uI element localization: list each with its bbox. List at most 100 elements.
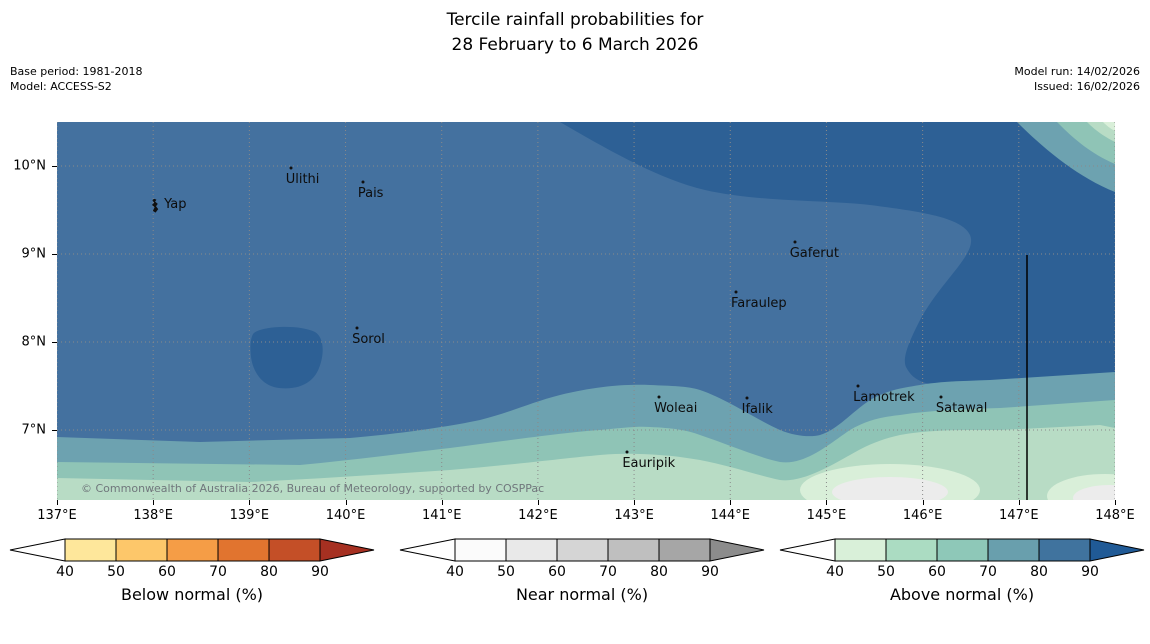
x-tick-label: 148°E [1095, 508, 1135, 523]
colorbar-cell [834, 538, 887, 562]
legend-near-normal-label: Near normal (%) [515, 585, 649, 604]
island-label: Woleai [654, 401, 698, 417]
title-line-1: Tercile rainfall probabilities for [446, 10, 704, 30]
y-tick-mark [52, 166, 57, 167]
y-tick-mark [52, 342, 57, 343]
x-tick-label: 141°E [421, 508, 462, 523]
colorbar-right-arrow [319, 538, 375, 562]
islands-layer: Yap Ulithi Pais Gaferut Faraulep Sorol Woleai I… [57, 122, 1115, 500]
contour-northeast-corner-pale [1103, 122, 1115, 131]
model-text: Model: ACCESS-S2 [10, 80, 112, 94]
contour-white-patch-south [832, 477, 948, 500]
island-label: Gaferut [789, 245, 839, 261]
x-tick-label: 138°E [133, 508, 173, 523]
copyright-text: © Commonwealth of Australia 2026, Bureau… [81, 482, 545, 495]
x-tick-label: 143°E [614, 508, 654, 523]
x-tick-mark [345, 500, 347, 505]
x-tick-mark [730, 500, 732, 505]
island-marker-ifalik-icon [745, 396, 749, 400]
legend-tick-label: 70 [599, 564, 617, 580]
legend-tick-label: 40 [826, 564, 844, 580]
legend-above-normal-ticks: 40 50 60 70 80 90 [778, 563, 1146, 583]
x-tick-label: 142°E [518, 508, 558, 523]
x-tick-mark [1114, 500, 1116, 505]
island-marker-eauripik-icon [625, 450, 629, 454]
colorbar-cell [658, 538, 711, 562]
x-tick-label: 139°E [229, 508, 270, 523]
colorbar-right-arrow [1089, 538, 1145, 562]
legend-tick-label: 90 [311, 564, 329, 580]
x-tick-mark [153, 500, 155, 505]
legend-tick-label: 50 [497, 564, 515, 580]
island-marker-satawal-icon [939, 395, 943, 399]
model-run-text: Model run: 14/02/2026 [1014, 65, 1140, 78]
x-tick-label: 144°E [710, 508, 751, 523]
colorbar-cell [607, 538, 660, 562]
x-tick-label: 145°E [806, 508, 847, 523]
model-info: Base period: 1981-2018 Model: ACCESS-S2 [10, 64, 142, 95]
grid-lines [57, 122, 1115, 500]
legend-tick-label: 60 [548, 564, 566, 580]
colorbar-left-arrow [399, 538, 456, 562]
y-tick-label: 10°N [13, 158, 46, 174]
legend-below-normal-colorbar [9, 538, 375, 562]
colorbar-right-arrow [709, 538, 765, 562]
legend-row: 40 50 60 70 80 90 Below normal (%) 40 50 60 70 80… [0, 537, 1150, 632]
island-marker-woleai-icon [657, 395, 661, 399]
island-marker-gaferut-icon [793, 240, 797, 244]
island-marker-sorol-icon [355, 326, 359, 330]
x-tick-label: 140°E [325, 508, 366, 523]
contour-above-80-90-region [560, 122, 1115, 390]
colorbar-left-arrow [779, 538, 836, 562]
title-line-2: 28 February to 6 March 2026 [451, 34, 699, 55]
legend-tick-label: 90 [1081, 564, 1099, 580]
legend-above-normal: 40 50 60 70 80 90 Above normal (%) [778, 537, 1146, 604]
island-label: Yap [164, 196, 187, 212]
colorbar-cell [166, 538, 219, 562]
colorbar-cell [987, 538, 1040, 562]
island-label: Ifalik [741, 402, 773, 418]
colorbar-cell [64, 538, 117, 562]
contour-above-80-90-sorol-patch [250, 326, 323, 389]
legend-tick-label: 60 [158, 564, 176, 580]
x-tick-mark [57, 500, 58, 505]
x-tick-mark [1018, 500, 1020, 505]
issued-text: Issued: 16/02/2026 [1033, 80, 1140, 94]
legend-tick-label: 80 [650, 564, 668, 580]
island-label: Ulithi [285, 171, 320, 187]
legend-below-normal-ticks: 40 50 60 70 80 90 [8, 563, 376, 583]
map-canvas: Yap Ulithi Pais Gaferut Faraulep Sorol Woleai I… [57, 122, 1115, 500]
island-marker-ulithi-icon [289, 166, 293, 170]
contour-map [57, 122, 1115, 500]
colorbar-cell [1038, 538, 1091, 562]
colorbar-left-arrow [9, 538, 66, 562]
x-tick-mark [537, 500, 539, 505]
y-axis: 10°N 9°N 8°N 7°N [0, 122, 57, 500]
colorbar-cell [268, 538, 321, 562]
x-tick-mark [634, 500, 636, 505]
legend-below-normal-label: Below normal (%) [120, 585, 264, 604]
legend-tick-label: 40 [56, 564, 74, 580]
y-tick-mark [52, 430, 57, 431]
run-info: Model run: 14/02/2026 Issued: 16/02/2026 [1014, 64, 1140, 95]
x-tick-mark [441, 500, 443, 505]
y-tick-label: 7°N [21, 422, 47, 438]
colorbar-cell [217, 538, 270, 562]
colorbar-cell [556, 538, 609, 562]
colorbar-cell [115, 538, 168, 562]
legend-near-normal: 40 50 60 70 80 90 Near normal (%) [398, 537, 766, 604]
x-axis: 137°E 138°E 139°E 140°E 141°E 142°E 143°E 144°E… [37, 500, 1135, 526]
y-tick-label: 8°N [21, 334, 47, 350]
colorbar-cell [936, 538, 989, 562]
contour-white-patch-southeast [1073, 485, 1115, 500]
y-tick-mark [52, 254, 57, 255]
legend-tick-label: 80 [260, 564, 278, 580]
island-marker-yap-icon [151, 198, 159, 213]
legend-tick-label: 70 [209, 564, 227, 580]
legend-below-normal: 40 50 60 70 80 90 Below normal (%) [8, 537, 376, 604]
island-label: Pais [357, 185, 384, 201]
legend-tick-label: 60 [928, 564, 946, 580]
legend-near-normal-colorbar [399, 538, 765, 562]
legend-tick-label: 90 [701, 564, 719, 580]
legend-above-normal-colorbar [779, 538, 1145, 562]
